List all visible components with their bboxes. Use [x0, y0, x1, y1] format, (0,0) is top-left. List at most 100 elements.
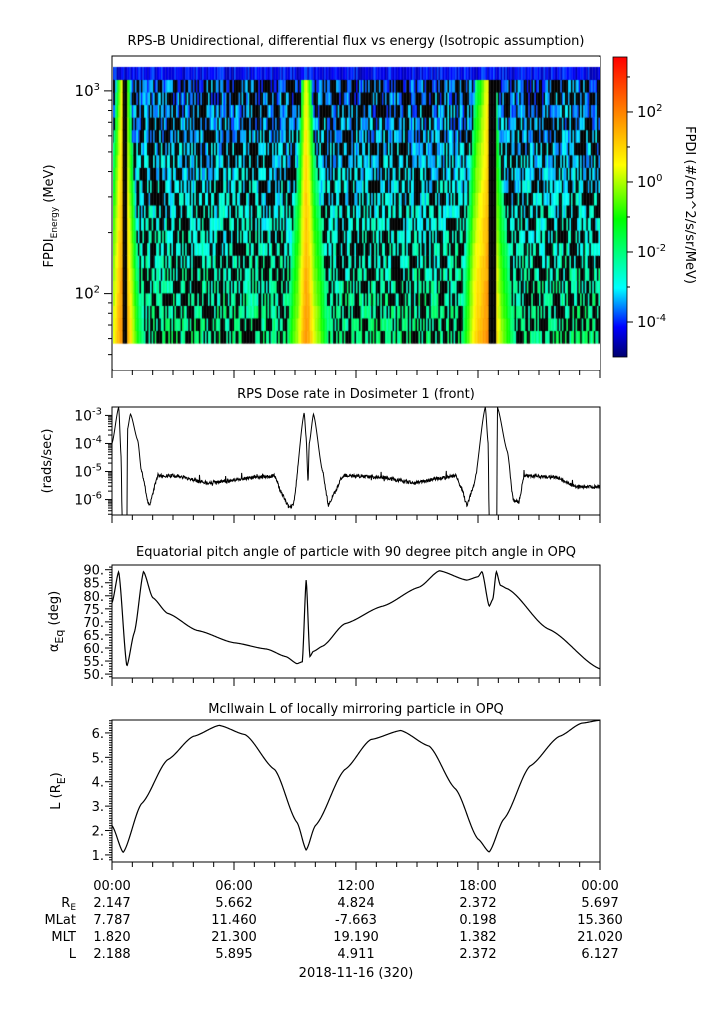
tick-label-base: 10 [637, 243, 656, 261]
lshell-y-tick-label: 3. [92, 800, 104, 815]
lshell-y-axis-label: L (RE) [49, 772, 68, 810]
tick-label-base: 10 [637, 313, 656, 331]
date-label: 2018-11-16 (320) [299, 966, 414, 981]
tick-label-exponent: -2 [656, 243, 666, 254]
dose-y-tick-label: 10-3 [74, 406, 102, 424]
pitch-y-axis-label: αEq (deg) [47, 591, 66, 652]
tick-label-exponent: -4 [92, 434, 102, 445]
ephemeris-value: 2.372 [459, 947, 496, 962]
tick-label-base: 10 [74, 465, 92, 481]
ephemeris-label-main: MLat [44, 913, 76, 928]
ylabel-main: L (R [49, 784, 64, 809]
pitch-line [111, 569, 601, 670]
ephemeris-value: 0.198 [459, 913, 496, 928]
lshell-frame [111, 719, 601, 863]
ylabel-subscript: E [55, 777, 68, 784]
tick-label-base: 10 [75, 82, 94, 100]
ephemeris-value: 21.020 [577, 930, 623, 945]
pitch-y-tick-label: 75. [83, 603, 104, 618]
ylabel-unit: (MeV) [42, 164, 57, 206]
colorbar-tick-label: 10-2 [637, 243, 666, 261]
tick-label-exponent: -3 [92, 406, 102, 417]
colorbar-tick-label: 102 [637, 103, 662, 121]
spectrogram-y-tick-label: 102 [75, 285, 100, 303]
ephemeris-label-subscript: E [70, 903, 76, 913]
ephemeris-value: 19.190 [333, 930, 379, 945]
dose-rate-line [111, 406, 601, 516]
pitch-y-tick-label: 55. [83, 655, 104, 670]
pitch-y-tick-label: 65. [83, 629, 104, 644]
ephemeris-value: 1.382 [459, 930, 496, 945]
ephemeris-row-label: RE [61, 896, 76, 913]
ylabel-main: FPDI [42, 238, 57, 267]
pitch-y-tick-label: 85. [83, 577, 104, 592]
lshell-y-tick-label: 5. [92, 751, 104, 766]
ephemeris-value: 2.147 [93, 896, 130, 911]
ephemeris-row-label: MLat [44, 913, 76, 928]
ephemeris-value: 15.360 [577, 913, 623, 928]
ephemeris-value: 11.460 [211, 913, 257, 928]
ephemeris-value: 6.127 [581, 947, 618, 962]
ephemeris-value: 2.372 [459, 896, 496, 911]
ephemeris-value: -7.663 [335, 913, 377, 928]
spectrogram-image [113, 57, 600, 370]
dose-title: RPS Dose rate in Dosimeter 1 (front) [237, 387, 475, 402]
tick-label-exponent: -4 [656, 313, 666, 324]
dose-y-axis-label: (rads/sec) [40, 429, 55, 494]
spectrogram-title: RPS-B Unidirectional, differential flux … [128, 34, 585, 49]
time-tick-label: 18:00 [459, 879, 496, 894]
spectrogram-y-axis-label: FPDIEnergy (MeV) [42, 164, 60, 267]
ephemeris-value: 5.662 [215, 896, 252, 911]
tick-label-exponent: 3 [94, 82, 100, 93]
colorbar-tick-label: 100 [637, 173, 662, 191]
tick-label-exponent: -6 [92, 491, 102, 502]
pitch-title: Equatorial pitch angle of particle with … [136, 545, 576, 560]
colorbar [612, 56, 628, 358]
ephemeris-label-main: MLT [51, 930, 76, 945]
ephemeris-value: 5.895 [215, 947, 252, 962]
time-tick-label: 06:00 [215, 879, 252, 894]
ephemeris-value: 5.697 [581, 896, 618, 911]
tick-label-exponent: 2 [94, 285, 100, 296]
ephemeris-label-main: R [61, 896, 70, 911]
ephemeris-value: 21.300 [211, 930, 257, 945]
tick-label-base: 10 [75, 285, 94, 303]
ephemeris-value: 4.911 [337, 947, 374, 962]
tick-label-base: 10 [74, 493, 92, 509]
ylabel-unit: ) [49, 772, 64, 777]
lshell-y-tick-label: 6. [92, 727, 104, 742]
tick-label-exponent: -5 [92, 463, 102, 474]
pitch-y-tick-label: 50. [83, 668, 104, 683]
spectrogram-y-tick-label: 103 [75, 82, 100, 100]
dose-frame [111, 406, 601, 516]
time-tick-label: 00:00 [581, 879, 618, 894]
ylabel-subscript: Energy [50, 206, 60, 238]
pitch-y-tick-label: 60. [83, 642, 104, 657]
ephemeris-value: 2.188 [93, 947, 130, 962]
tick-label-base: 10 [74, 408, 92, 424]
ephemeris-value: 4.824 [337, 896, 374, 911]
ephemeris-value: 7.787 [93, 913, 130, 928]
colorbar-tick-label: 10-4 [637, 313, 666, 331]
ylabel-unit: (deg) [47, 591, 62, 630]
time-tick-label: 12:00 [337, 879, 374, 894]
pitch-y-tick-label: 70. [83, 616, 104, 631]
lshell-y-tick-label: 4. [92, 776, 104, 791]
pitch-y-tick-label: 90. [83, 564, 104, 579]
dose-y-tick-label: 10-6 [74, 491, 102, 509]
pitch-frame [111, 564, 601, 679]
time-tick-label: 00:00 [93, 879, 130, 894]
lshell-y-tick-label: 2. [92, 825, 104, 840]
colorbar-label: FPDI (#/cm^2/s/sr/MeV) [682, 126, 697, 284]
pitch-y-tick-label: 80. [83, 590, 104, 605]
tick-label-base: 10 [637, 103, 656, 121]
dose-y-tick-label: 10-4 [74, 434, 102, 452]
tick-label-exponent: 2 [656, 103, 662, 114]
lshell-title: McIlwain L of locally mirroring particle… [208, 702, 504, 717]
ephemeris-label-main: L [69, 947, 77, 962]
dose-y-tick-label: 10-5 [74, 463, 102, 481]
ephemeris-value: 1.820 [93, 930, 130, 945]
lshell-line [111, 719, 601, 853]
